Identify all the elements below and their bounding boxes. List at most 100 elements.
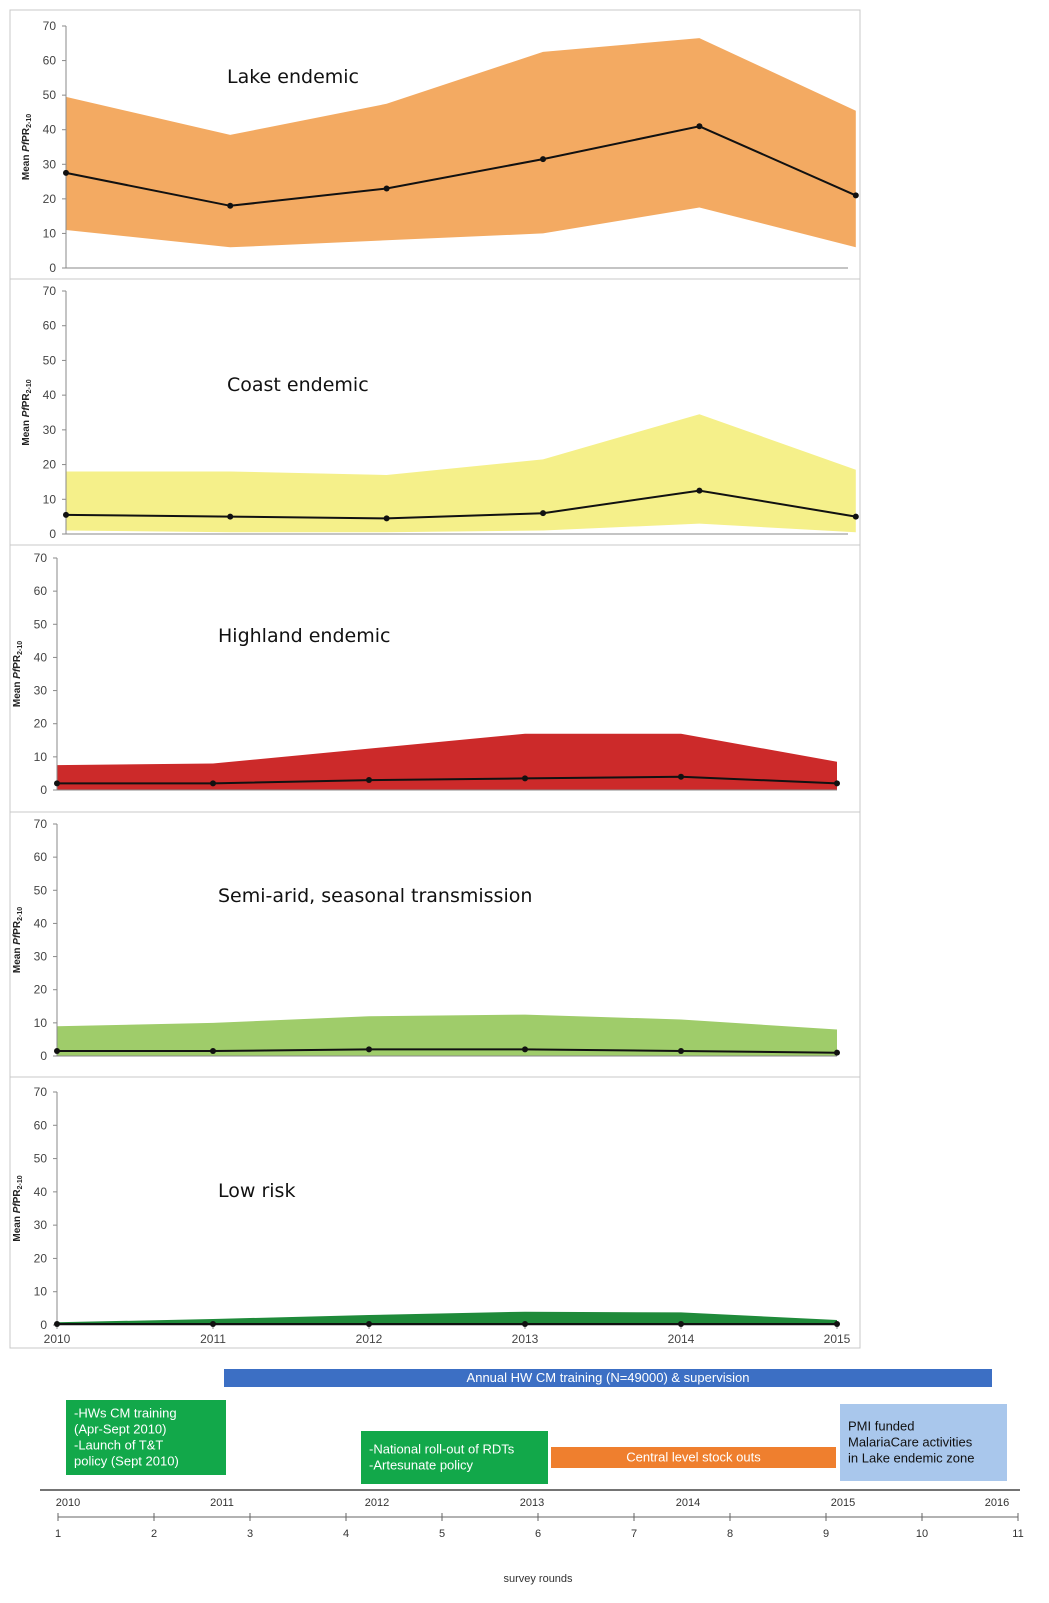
event-label: -Artesunate policy <box>369 1458 474 1473</box>
chart-panel-5: 0 10 20 30 40 50 60 70 Mean PfPR2-10 2010 2011 2012… <box>9 1076 861 1349</box>
mean-point <box>63 511 69 518</box>
y-tick-label: 10 <box>34 750 48 764</box>
mean-point <box>522 775 528 782</box>
y-axis-title-part: Mean <box>12 679 23 707</box>
round-tick-label: 3 <box>247 1528 253 1540</box>
mean-point <box>540 510 547 517</box>
y-tick-label: 70 <box>43 19 57 33</box>
mean-point <box>366 777 372 784</box>
mean-point <box>834 1049 840 1056</box>
y-tick-label: 0 <box>49 527 56 541</box>
round-tick-label: 5 <box>439 1528 445 1540</box>
y-tick-label: 50 <box>34 617 48 631</box>
y-tick-label: 70 <box>34 1085 48 1099</box>
timeline-event-2: -HWs CM training(Apr-Sept 2010)-Launch o… <box>66 1400 226 1475</box>
y-axis-title: Mean PfPR2-10 <box>12 1175 24 1241</box>
x-tick-label: 2015 <box>824 1332 851 1346</box>
y-tick-label: 30 <box>43 157 57 171</box>
mean-point <box>852 513 859 520</box>
mean-line <box>57 775 838 785</box>
event-label: -HWs CM training <box>74 1406 177 1421</box>
y-axis-title-part: PR <box>12 1189 23 1204</box>
mean-point <box>227 513 234 520</box>
timeline-event-4: Central level stock outs <box>551 1447 836 1468</box>
y-tick-label: 50 <box>43 353 57 367</box>
event-label: -Launch of T&T <box>74 1438 163 1453</box>
y-axis-title-subscript: 2-10 <box>17 907 24 921</box>
mean-point <box>210 1048 216 1055</box>
y-tick-label: 70 <box>43 284 57 298</box>
panel-title: Coast endemic <box>227 374 369 396</box>
y-axis-title-part: Pf <box>12 933 23 945</box>
year-tick-label: 2011 <box>210 1497 234 1509</box>
mean-point <box>522 1321 528 1328</box>
mean-point <box>63 169 69 176</box>
event-label: policy (Sept 2010) <box>74 1454 179 1469</box>
y-tick-label: 0 <box>40 1318 47 1332</box>
y-tick-label: 60 <box>43 54 57 68</box>
mean-point <box>522 1046 528 1053</box>
confidence-band <box>66 38 856 248</box>
y-axis-title-subscript: 2-10 <box>17 1175 24 1189</box>
y-tick-label: 60 <box>34 584 48 598</box>
event-label: in Lake endemic zone <box>848 1451 974 1466</box>
y-axis-title-part: PR <box>21 393 32 408</box>
y-tick-label: 20 <box>34 1251 48 1265</box>
y-tick-label: 60 <box>34 1118 48 1132</box>
round-tick-label: 2 <box>151 1528 157 1540</box>
y-axis-title-part: Pf <box>21 406 32 418</box>
mean-point <box>383 515 390 522</box>
confidence-band <box>57 1014 837 1056</box>
y-tick-label: 70 <box>34 551 48 565</box>
mean-point <box>54 780 60 787</box>
event-box <box>840 1404 1007 1481</box>
mean-point <box>834 780 840 787</box>
y-axis-title-subscript: 2-10 <box>26 379 33 393</box>
event-label: PMI funded <box>848 1419 915 1434</box>
event-box <box>66 1400 226 1475</box>
panel-title: Semi-arid, seasonal transmission <box>218 885 532 907</box>
round-tick-label: 7 <box>631 1528 637 1540</box>
mean-point <box>54 1321 60 1328</box>
intervention-timeline: Annual HW CM training (N=49000) & superv… <box>40 1355 1040 1595</box>
year-tick-label: 2013 <box>520 1497 544 1509</box>
panel-title: Low risk <box>218 1180 295 1202</box>
round-tick-label: 8 <box>727 1528 733 1540</box>
mean-point <box>678 1321 684 1328</box>
mean-point <box>696 487 703 494</box>
y-tick-label: 40 <box>43 123 57 137</box>
y-axis-title-part: PR <box>12 654 23 669</box>
y-axis-title: Mean PfPR2-10 <box>12 641 24 707</box>
y-tick-label: 50 <box>34 1152 48 1166</box>
year-tick-label: 2010 <box>56 1497 80 1509</box>
y-axis-title-part: Pf <box>12 667 23 679</box>
y-tick-label: 30 <box>34 950 48 964</box>
panel-title: Lake endemic <box>227 66 359 88</box>
mean-point <box>54 1048 60 1055</box>
y-tick-label: 40 <box>43 388 57 402</box>
y-tick-label: 20 <box>34 717 48 731</box>
y-axis-title-part: Mean <box>21 152 32 180</box>
mean-point <box>227 202 234 209</box>
mean-point <box>678 773 684 780</box>
y-axis-title-subscript: 2-10 <box>26 114 33 128</box>
event-label: Annual HW CM training (N=49000) & superv… <box>467 1370 750 1385</box>
y-tick-label: 50 <box>34 883 48 897</box>
round-tick-label: 6 <box>535 1528 541 1540</box>
y-tick-label: 20 <box>43 192 57 206</box>
y-tick-label: 10 <box>34 1016 48 1030</box>
rounds-axis-title: survey rounds <box>503 1573 573 1585</box>
mean-point <box>210 1321 216 1328</box>
round-tick-label: 4 <box>343 1528 349 1540</box>
mean-point <box>383 185 390 192</box>
y-tick-label: 10 <box>43 226 57 240</box>
round-tick-label: 1 <box>55 1528 61 1540</box>
y-axis-title: Mean PfPR2-10 <box>21 114 33 180</box>
y-axis-title-part: Pf <box>21 140 32 152</box>
round-tick-label: 9 <box>823 1528 829 1540</box>
chart-panel-1: 0 10 20 30 40 50 60 70 Mean PfPR2-10 Lake endemic <box>9 9 861 280</box>
event-label: (Apr-Sept 2010) <box>74 1422 167 1437</box>
mean-point <box>834 1321 840 1328</box>
